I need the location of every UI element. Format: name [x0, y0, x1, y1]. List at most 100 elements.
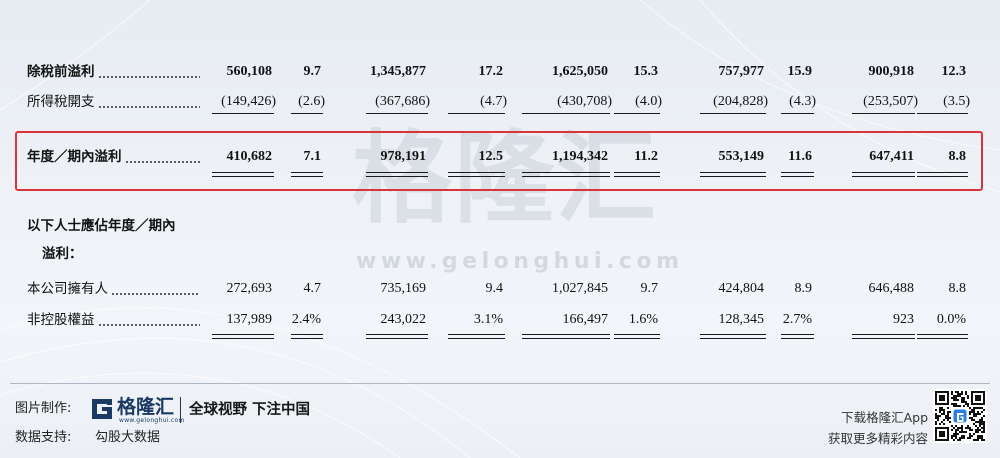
value-cell: 1,194,342 — [552, 149, 608, 164]
underline-segment — [917, 334, 968, 339]
underline-segment — [614, 172, 660, 177]
download-app-text: 下载格隆汇App — [841, 410, 928, 425]
value-cell: 978,191 — [380, 149, 427, 164]
data-support-label: 数据支持: — [15, 430, 72, 445]
logo-url: www.gelonghui.com — [119, 417, 185, 424]
value-cell: 12.3 — [941, 64, 967, 79]
value-cell: (149,426) — [221, 94, 276, 109]
underline-segment — [366, 334, 428, 339]
value-cell: (4.0) — [635, 94, 662, 109]
logo-divider — [180, 397, 181, 423]
value-cell: 9.7 — [303, 64, 322, 79]
value-cell: 272,693 — [226, 281, 273, 296]
underline-segment — [781, 172, 814, 177]
underline-segment — [448, 113, 505, 114]
value-cell: 4.7 — [303, 281, 322, 296]
value-cell: 2.7% — [782, 312, 812, 327]
value-cell: 9.4 — [485, 281, 504, 296]
value-cell: 735,169 — [380, 281, 427, 296]
value-cell: 17.2 — [478, 64, 504, 79]
value-cell: 8.8 — [948, 281, 967, 296]
dot-leader — [98, 76, 200, 78]
underline-segment — [852, 334, 915, 339]
value-cell: 7.1 — [303, 149, 322, 164]
value-cell: (4.7) — [480, 94, 507, 109]
underline-segment — [852, 113, 915, 114]
made-by-label: 图片制作: — [15, 401, 72, 416]
underline-segment — [781, 113, 814, 114]
value-cell: 2.4% — [291, 312, 321, 327]
row-label: 年度／期內溢利 — [27, 149, 122, 164]
dot-leader — [98, 106, 200, 108]
value-cell: 410,682 — [226, 149, 273, 164]
underline-segment — [448, 172, 505, 177]
underline-segment — [917, 172, 968, 177]
qr-code — [933, 389, 987, 443]
double-underline — [0, 172, 1000, 180]
value-cell: 3.1% — [473, 312, 503, 327]
value-cell: 11.2 — [634, 149, 658, 164]
value-cell: (3.5) — [943, 94, 970, 109]
row-label: 所得稅開支 — [27, 94, 95, 109]
underline-segment — [522, 172, 610, 177]
underline-segment — [614, 334, 660, 339]
footer-divider-line — [10, 383, 990, 384]
row-non-controlling: 非控股權益 137,989 2.4% 243,022 3.1% 166,497 … — [0, 309, 1000, 331]
underline-segment — [700, 113, 766, 114]
row-label: 本公司擁有人 — [27, 281, 108, 296]
watermark-logo-text: 格隆汇 — [352, 120, 658, 237]
qr-logo-glyph — [957, 413, 964, 422]
value-cell: 900,918 — [868, 64, 915, 79]
underline-segment — [448, 334, 505, 339]
value-cell: (4.3) — [789, 94, 816, 109]
section-heading: 溢利： — [42, 246, 83, 261]
value-cell: 424,804 — [718, 281, 765, 296]
watermark-url: www.gelonghui.com — [356, 249, 684, 274]
value-cell: (430,708) — [557, 94, 612, 109]
value-cell: 15.3 — [633, 64, 659, 79]
underline-segment — [212, 113, 274, 114]
gelonghui-logo-icon — [92, 399, 112, 419]
underline-segment — [212, 172, 274, 177]
value-cell: 15.9 — [787, 64, 813, 79]
row-profit-for-period: 年度／期內溢利 410,682 7.1 978,191 12.5 1,194,3… — [0, 146, 1000, 168]
dot-leader — [111, 293, 200, 295]
underline-segment — [291, 113, 323, 114]
value-cell: 646,488 — [868, 281, 915, 296]
row-owners: 本公司擁有人 272,693 4.7 735,169 9.4 1,027,845… — [0, 278, 1000, 300]
value-cell: 8.9 — [794, 281, 813, 296]
underline-segment — [212, 334, 274, 339]
value-cell: 128,345 — [718, 312, 765, 327]
section-heading: 以下人士應佔年度／期內 — [27, 218, 176, 233]
row-label: 除稅前溢利 — [27, 64, 95, 79]
value-cell: 243,022 — [380, 312, 427, 327]
value-cell: 12.5 — [478, 149, 504, 164]
underline-segment — [614, 113, 660, 114]
underline-segment — [522, 334, 610, 339]
row-profit-before-tax: 除稅前溢利 560,108 9.7 1,345,877 17.2 1,625,0… — [0, 61, 1000, 83]
value-cell: (2.6) — [298, 94, 325, 109]
row-income-tax: 所得稅開支 (149,426) (2.6) (367,686) (4.7) (4… — [0, 91, 1000, 113]
value-cell: 9.7 — [640, 281, 659, 296]
value-cell: 923 — [893, 312, 914, 327]
value-cell: 1,345,877 — [370, 64, 426, 79]
highlight-box — [15, 131, 983, 191]
qr-pattern — [935, 391, 985, 441]
data-support-value: 勾股大数据 — [95, 430, 161, 445]
double-underline — [0, 334, 1000, 342]
value-cell: 553,149 — [718, 149, 765, 164]
underline-segment — [852, 172, 915, 177]
value-cell: 8.8 — [948, 149, 967, 164]
value-cell: (204,828) — [713, 94, 768, 109]
underline-segment — [366, 113, 428, 114]
value-cell: (253,507) — [863, 94, 918, 109]
underline-segment — [291, 172, 323, 177]
value-cell: 137,989 — [226, 312, 273, 327]
underline-segment — [700, 172, 766, 177]
dot-leader — [98, 324, 200, 326]
value-cell: 1,625,050 — [552, 64, 608, 79]
value-cell: 757,977 — [718, 64, 765, 79]
row-attributable-heading-cont: 溢利： — [0, 243, 1000, 265]
underline-segment — [917, 113, 968, 114]
value-cell: 1.6% — [628, 312, 658, 327]
